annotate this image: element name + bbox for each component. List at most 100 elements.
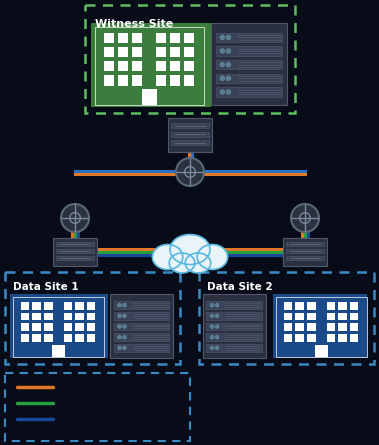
Bar xyxy=(132,47,143,57)
Circle shape xyxy=(220,63,224,67)
Bar xyxy=(307,324,316,331)
Bar xyxy=(156,75,166,85)
Bar xyxy=(64,312,72,320)
Bar xyxy=(21,324,29,331)
Bar xyxy=(211,23,287,105)
Bar xyxy=(75,324,84,331)
Bar xyxy=(184,33,194,43)
Bar xyxy=(56,249,94,253)
Bar xyxy=(132,61,143,72)
Bar xyxy=(171,123,209,128)
Bar xyxy=(132,75,143,85)
Circle shape xyxy=(215,325,219,328)
Bar xyxy=(338,324,347,331)
Circle shape xyxy=(210,336,214,339)
Bar xyxy=(286,249,324,253)
Bar xyxy=(156,47,166,57)
Circle shape xyxy=(291,204,319,232)
Bar xyxy=(296,324,304,331)
Circle shape xyxy=(215,314,219,317)
Circle shape xyxy=(123,314,126,317)
Circle shape xyxy=(118,314,121,317)
Bar xyxy=(44,302,53,310)
Bar xyxy=(315,345,328,357)
Bar xyxy=(87,312,95,320)
Bar xyxy=(114,301,169,309)
Bar xyxy=(104,61,114,72)
Bar xyxy=(184,75,194,85)
Bar xyxy=(327,334,335,342)
Bar xyxy=(75,312,84,320)
Bar xyxy=(202,294,266,358)
Circle shape xyxy=(220,76,224,81)
Circle shape xyxy=(123,303,126,307)
Bar xyxy=(171,132,209,137)
Bar xyxy=(170,75,180,85)
Bar xyxy=(44,312,53,320)
Bar xyxy=(156,61,166,72)
Bar xyxy=(33,312,41,320)
Bar xyxy=(156,33,166,43)
Circle shape xyxy=(220,49,224,53)
Circle shape xyxy=(210,325,214,328)
Circle shape xyxy=(118,303,121,307)
Bar xyxy=(104,47,114,57)
Circle shape xyxy=(118,346,121,349)
Bar xyxy=(56,242,94,246)
Circle shape xyxy=(226,35,230,39)
Bar xyxy=(5,373,190,441)
Circle shape xyxy=(220,35,224,39)
Bar xyxy=(216,32,282,42)
Circle shape xyxy=(210,303,214,307)
Circle shape xyxy=(176,158,204,186)
Bar xyxy=(286,256,324,260)
Bar xyxy=(56,256,94,260)
Bar xyxy=(184,47,194,57)
Bar xyxy=(13,297,104,357)
Ellipse shape xyxy=(152,244,183,270)
Bar xyxy=(338,302,347,310)
Bar xyxy=(21,334,29,342)
Bar xyxy=(296,334,304,342)
Bar xyxy=(75,302,84,310)
Bar xyxy=(114,323,169,330)
Bar xyxy=(338,334,347,342)
Bar xyxy=(118,75,128,85)
Ellipse shape xyxy=(197,244,228,270)
Bar xyxy=(91,23,211,107)
Bar xyxy=(64,302,72,310)
Circle shape xyxy=(215,303,219,307)
Bar xyxy=(284,324,292,331)
Bar xyxy=(170,47,180,57)
Circle shape xyxy=(61,204,89,232)
Bar xyxy=(142,89,157,105)
Bar xyxy=(283,238,327,266)
Bar xyxy=(75,334,84,342)
Bar xyxy=(284,312,292,320)
Bar xyxy=(21,312,29,320)
Bar xyxy=(206,323,262,330)
Bar xyxy=(104,75,114,85)
Bar xyxy=(170,33,180,43)
Bar xyxy=(104,33,114,43)
Bar xyxy=(307,302,316,310)
Circle shape xyxy=(123,336,126,339)
Bar xyxy=(206,333,262,341)
Circle shape xyxy=(215,336,219,339)
Bar xyxy=(276,297,367,357)
Bar xyxy=(44,334,53,342)
Bar xyxy=(118,61,128,72)
Ellipse shape xyxy=(170,235,210,264)
Bar xyxy=(350,334,358,342)
Bar xyxy=(296,312,304,320)
Circle shape xyxy=(226,76,230,81)
Circle shape xyxy=(210,346,214,349)
Bar xyxy=(33,302,41,310)
Bar xyxy=(273,294,367,358)
Bar xyxy=(206,344,262,352)
Bar xyxy=(199,272,374,364)
Bar xyxy=(168,118,212,152)
Text: Data Site 1: Data Site 1 xyxy=(13,282,78,292)
Bar xyxy=(307,334,316,342)
Bar xyxy=(327,324,335,331)
